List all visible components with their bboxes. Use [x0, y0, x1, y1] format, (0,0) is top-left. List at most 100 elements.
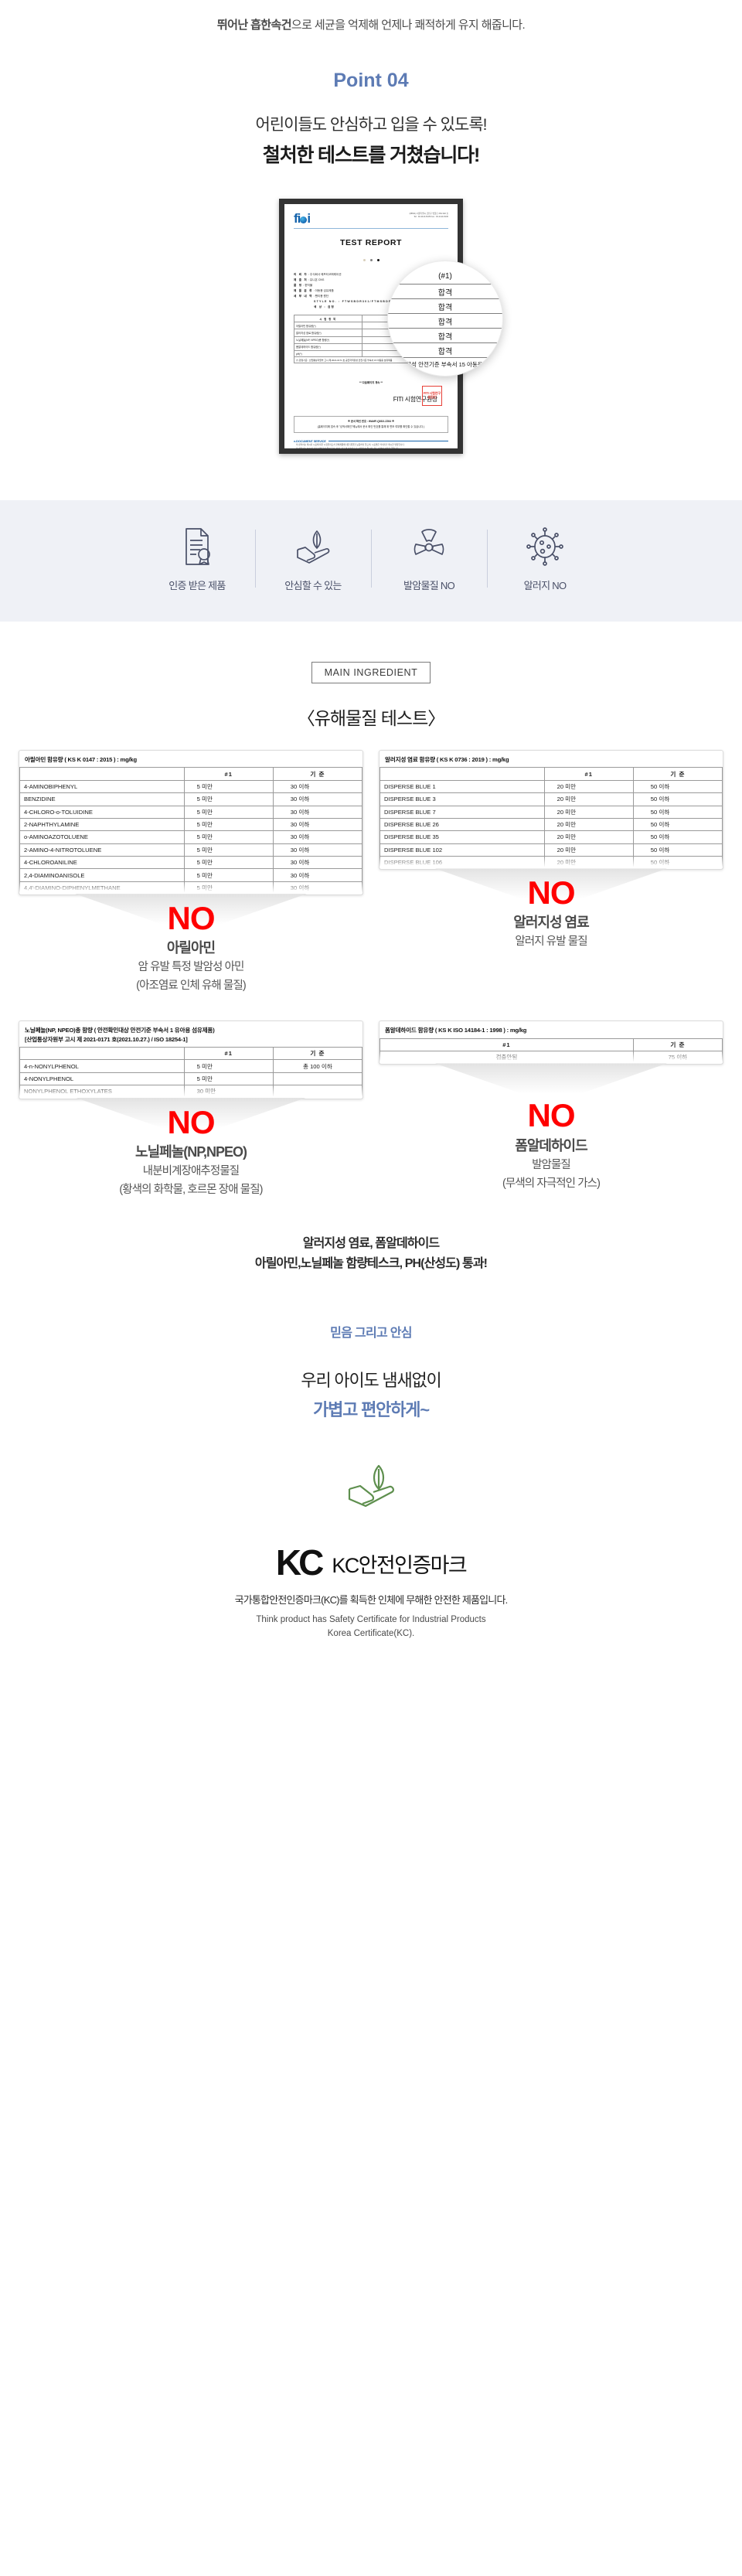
data-table: #1 기 준 4-AMINOBIPHENYL 5 미만 30 이하 BENZIDIN… — [19, 767, 362, 895]
substance-name: 아릴아민 — [166, 940, 216, 956]
certificate-signature: FITI 시험연구원장 FITI 시험연구원장인 — [294, 386, 448, 407]
table-caption: 노닐페놀(NP, NPEO)총 함량 ( 안전확인대상 안전기준 부속서 1 유… — [25, 1027, 215, 1043]
feature-no-allergy: 알러지 NO — [487, 526, 603, 592]
col-test-item: 시 험 항 목 — [294, 314, 362, 323]
e-document-service: e-DOCUMENT SERVICE 이 성적서는 제시된 시료에 대한 시험결… — [294, 439, 448, 449]
fiti-logo: fi i — [294, 211, 311, 226]
field-row: 의 뢰 자 : 주식회사 에프티코퍼레이션 — [294, 273, 342, 276]
col-standard: 기 준 — [272, 767, 362, 781]
col-standard: 기 준 — [272, 1047, 362, 1061]
magnifier-zoom-bubble: (#1) 합격 합격 합격 합격 합격 적합성 안전기준 부속서 15 아동용 … — [387, 261, 503, 377]
field-color: 색 상 : 검정 — [314, 305, 335, 308]
test-item: 알러지성 염료 함유량(*) — [294, 329, 362, 337]
address-line-2: Tel : 02-2113-8135 Fax : 02-2113-8130 — [414, 215, 448, 218]
certificate-title: TEST REPORT — [339, 238, 403, 247]
table-header-row: #1 기 준 — [19, 767, 362, 781]
col-name — [19, 1047, 185, 1061]
eds-line: 이 성적서는 제시된 시료에 대한 시험결과로서 전체제품에 대한 품질을 보증… — [296, 443, 405, 446]
col-standard: 기 준 — [632, 1038, 723, 1052]
table-row: 2-NAPHTHYLAMINE 5 미만 30 이하 — [19, 817, 362, 832]
test-block-formaldehyde: 폼알데하이드 함유량 ( KS K ISO 14184-1 : 1998 ) :… — [379, 1021, 723, 1198]
magnifier-result-row: 합격 — [388, 342, 502, 357]
test-table-card: 노닐페놀(NP, NPEO)총 함량 ( 안전확인대상 안전기준 부속서 1 유… — [19, 1021, 363, 1099]
no-result-block: NO 노닐페놀(NP,NPEO) 내분비계장애추정물질 (황색의 화학물, 호르… — [19, 1099, 363, 1198]
table-fade-overlay — [19, 882, 362, 895]
signature-text: FITI 시험연구원장 — [393, 396, 438, 404]
table-row: DISPERSE BLUE 1 20 미만 50 이하 — [380, 779, 723, 794]
magnifier-content: (#1) 합격 합격 합격 합격 합격 적합성 안전기준 부속서 15 아동용 … — [388, 261, 502, 369]
test-block-arylamine: 아릴아민 함유량 ( KS K 0147 : 2015 ) : mg/kg #1… — [19, 750, 363, 994]
table-row: DISPERSE BLUE 7 20 미만 50 이하 — [380, 805, 723, 819]
field-style-no: STYLE NO. : FTWSBDR301/FTMSBDR201 — [314, 300, 400, 303]
substance-desc-2: (황색의 화학물, 호르몬 장애 물질) — [119, 1183, 263, 1196]
col-sample: #1 — [380, 1038, 634, 1052]
table-row: DISPERSE BLUE 102 20 미만 50 이하 — [380, 843, 723, 857]
test-item: 노닐페놀(NP, NPEO)총 함량(*) — [294, 336, 362, 344]
feature-safe-to-use: 안심할 수 있는 — [255, 526, 371, 592]
table-header-row: #1 기 준 — [380, 767, 723, 781]
test-grid-row-1: 아릴아민 함유량 ( KS K 0147 : 2015 ) : mg/kg #1… — [0, 730, 742, 994]
eds-heading-text: e-DOCUMENT SERVICE — [294, 438, 326, 443]
trust-tagline: 믿음 그리고 안심 — [330, 1327, 412, 1341]
no-result-block: NO 아릴아민 암 유발 특정 발암성 아민 (아조염료 인체 유해 물질) — [19, 895, 363, 994]
field-row: 세 부 내 역 : 팬티용 원단 — [294, 295, 329, 298]
feature-icon-strip: 인증 받은 제품 안심할 수 있는 — [0, 500, 742, 622]
field-value: 편직물 — [305, 284, 313, 287]
hand-leaf-icon — [294, 526, 332, 567]
feature-certified-product: 인증 받은 제품 — [139, 526, 255, 592]
no-word: NO — [167, 900, 216, 937]
kc-title: KC안전인증마크 — [332, 1553, 467, 1577]
table-row: 4-NONYLPHENOL 5 미만 — [19, 1072, 362, 1086]
substance-name: 폼알데하이드 — [515, 1137, 587, 1153]
table-row: 4-n-NONYLPHENOL 5 미만 총 100 이하 — [19, 1059, 362, 1073]
table-caption: 아릴아민 함유량 ( KS K 0147 : 2015 ) : mg/kg — [25, 756, 137, 763]
eds-line: 이 성적서는 FITI 와 사전 서면 동의 없이 홍보, 선전, 광고 및 소… — [296, 447, 400, 449]
col-standard: 기 준 — [632, 767, 723, 781]
trust-line-2: 가볍고 편안하게~ — [313, 1400, 430, 1420]
certificate-document-icon — [179, 526, 215, 567]
field-value: 유니온 CNS — [309, 278, 325, 281]
feature-label: 알러지 NO — [523, 580, 567, 591]
table-caption: 폼알데하이드 함유량 ( KS K ISO 14184-1 : 1998 ) :… — [385, 1027, 527, 1034]
table-row: DISPERSE BLUE 26 20 미만 50 이하 — [380, 817, 723, 832]
no-result-block: NO 알러지성 염료 알러지 유발 물질 — [379, 870, 723, 950]
summary-line-2: 아릴아민,노닐페놀 함량테스크, PH(산성도) 통과! — [254, 1257, 488, 1271]
table-row: 4-AMINOBIPHENYL 5 미만 30 이하 — [19, 779, 362, 794]
test-table-card: 알러지성 염료 함유량 ( KS K 0736 : 2019 ) : mg/kg… — [379, 750, 723, 871]
eds-heading: e-DOCUMENT SERVICE — [294, 439, 448, 443]
magnifier-result-row: 합격 — [388, 298, 502, 313]
field-label: 제 출 처 — [294, 278, 308, 281]
feature-label: 인증 받은 제품 — [168, 580, 226, 591]
test-item: 폼알데하이드 함유량(*) — [294, 342, 362, 351]
field-value: 주식회사 에프티코퍼레이션 — [309, 273, 342, 276]
table-row: 4-CHLOROANILINE 5 미만 30 이하 — [19, 856, 362, 870]
top-tagline-bar: 뛰어난 흡한속건 으로 세균을 억제해 언제나 쾌적하게 유지 해줍니다. — [0, 0, 742, 48]
radiation-icon — [410, 526, 448, 567]
table-row: 2-AMINO-4-NITROTOLUENE 5 미만 30 이하 — [19, 843, 362, 857]
magnifier-footer-text: 적합성 안전기준 부속서 15 아동용 섬 — [388, 357, 502, 369]
main-ingredient-section: MAIN INGREDIENT 〈유해물질 테스트〉 — [0, 622, 742, 730]
harmful-substance-test-title: 〈유해물질 테스트〉 — [297, 708, 446, 728]
document-number: ※ 문서 확인 번호 : WAMF-QDD2-ZZ64 ※ — [347, 420, 395, 424]
magnifier-result-row: 합격 — [388, 284, 502, 298]
substance-name: 노닐페놀(NP,NPEO) — [135, 1143, 247, 1160]
substance-desc-2: (아조염료 인체 유해 물질) — [136, 980, 247, 993]
kc-description: 국가통합안전인증마크(KC)를 획득한 인체에 무해한 안전한 제품입니다. — [234, 1593, 509, 1606]
col-name — [19, 767, 185, 781]
test-table-card: 폼알데하이드 함유량 ( KS K ISO 14184-1 : 1998 ) :… — [379, 1021, 723, 1065]
table-row: DISPERSE BLUE 35 20 미만 50 이하 — [380, 830, 723, 844]
table-caption: 알러지성 염료 함유량 ( KS K 0736 : 2019 ) : mg/kg — [385, 756, 509, 763]
document-verify-text: (홈페이지에 접속 후 "성적서확인"메뉴에서 문서 확인 번호를 통해 위 변… — [317, 424, 425, 428]
table-header-row: #1 기 준 — [380, 1038, 723, 1052]
no-word: NO — [167, 1103, 216, 1140]
continued-note: ** 다음페이지 계속 ** — [359, 381, 383, 385]
substance-desc-1: 암 유발 특정 발암성 아민 — [138, 961, 245, 974]
trust-line-1: 우리 아이도 냄새없이 — [301, 1371, 441, 1391]
table-row: BENZIDINE 5 미만 30 이하 — [19, 792, 362, 806]
document-verification-box: ※ 문서 확인 번호 : WAMF-QDD2-ZZ64 ※ (홈페이지에 접속 … — [294, 416, 448, 433]
main-ingredient-badge: MAIN INGREDIENT — [311, 662, 431, 683]
feature-label: 발암물질 NO — [403, 580, 455, 591]
certificate-address: (08511) 서울특별시 금천구 벚꽃로 254 302 호 Tel : 02… — [410, 213, 448, 219]
fiti-logo-dot — [300, 216, 308, 223]
test-grid-row-2: 노닐페놀(NP, NPEO)총 함량 ( 안전확인대상 안전기준 부속서 1 유… — [0, 994, 742, 1198]
